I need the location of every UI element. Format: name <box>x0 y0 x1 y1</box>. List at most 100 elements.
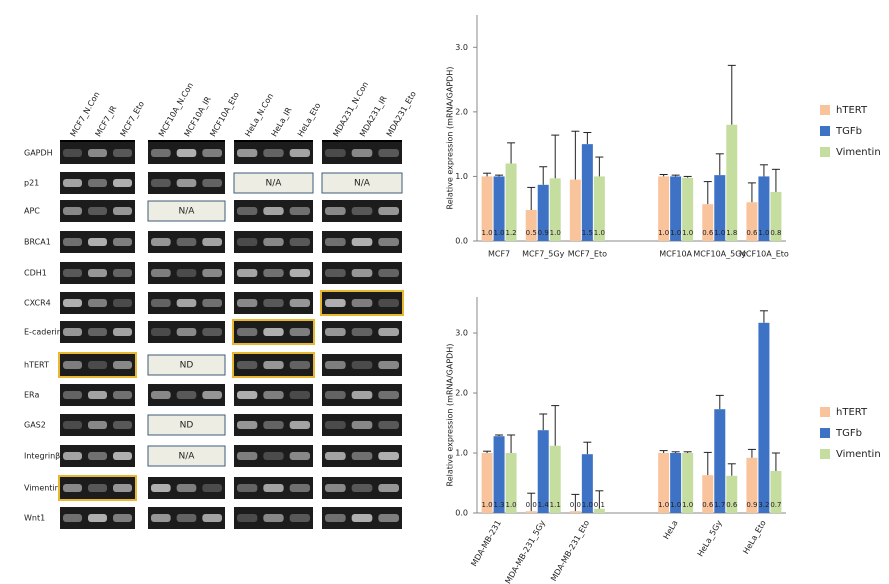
value-label: 0.6 <box>746 229 758 237</box>
value-label: 0.6 <box>702 229 714 237</box>
gel-band <box>176 269 197 277</box>
gel-band <box>151 391 171 399</box>
value-label: 0.0 <box>526 501 537 509</box>
gel-band <box>176 179 197 187</box>
gel-band <box>325 391 346 399</box>
bar <box>581 144 593 241</box>
bar <box>569 179 581 241</box>
gel-band <box>378 207 399 215</box>
bar <box>549 445 561 513</box>
bar <box>670 176 682 241</box>
x-tick-label: MCF7_5Gy <box>522 250 564 259</box>
highlight-box <box>58 475 137 501</box>
gel-band <box>325 207 346 215</box>
gel-band <box>237 238 258 246</box>
gel-band <box>176 484 197 492</box>
gel-band <box>63 421 82 429</box>
gel-band <box>88 269 107 277</box>
gel-image <box>234 142 313 164</box>
bar <box>581 454 593 513</box>
bar <box>758 176 770 241</box>
gel-band <box>151 514 171 522</box>
na-text: N/A <box>266 179 283 189</box>
gel-band <box>289 299 310 307</box>
gel-band <box>237 484 258 492</box>
gel-band <box>151 238 171 246</box>
bar <box>505 163 517 241</box>
gel-band <box>289 391 310 399</box>
gel-band <box>113 207 132 215</box>
gel-band <box>263 207 284 215</box>
value-label: 1.7 <box>714 501 725 509</box>
gel-band <box>88 328 107 336</box>
gene-label: Integrinβ_A1 <box>24 452 75 461</box>
bar <box>726 475 738 513</box>
gel-band <box>113 269 132 277</box>
na-box <box>321 172 403 194</box>
y-tick-label: 2.0 <box>455 107 468 116</box>
bar <box>702 475 714 513</box>
gel-band <box>378 514 399 522</box>
gel-band <box>202 149 222 157</box>
gel-image <box>234 292 313 314</box>
gel-band <box>176 299 197 307</box>
lane-label: MCF7_IR <box>94 104 119 138</box>
gel-band <box>63 207 82 215</box>
bar <box>726 124 738 241</box>
gel-band <box>63 391 82 399</box>
x-tick-label: MCF7_Eto <box>568 250 607 259</box>
y-tick-label: 1.0 <box>455 172 468 181</box>
lane-label: HeLa_Eto <box>296 101 323 138</box>
gel-band <box>88 238 107 246</box>
value-label: 1.0 <box>682 229 693 237</box>
x-tick-label: MCF7 <box>488 250 510 259</box>
gel-band <box>63 299 82 307</box>
y-tick-label: 2.0 <box>455 389 468 398</box>
gel-band <box>289 207 310 215</box>
value-label: 0.0 <box>570 501 581 509</box>
gel-band <box>351 391 373 399</box>
gel-band <box>202 391 222 399</box>
gel-image <box>322 321 402 343</box>
legend-swatch <box>820 126 830 136</box>
y-tick-label: 3.0 <box>455 329 468 338</box>
gel-image <box>148 507 225 529</box>
gel-band <box>325 421 346 429</box>
gel-band <box>88 149 107 157</box>
bar <box>658 176 670 241</box>
gel-image <box>322 354 402 376</box>
value-label: 1.0 <box>594 229 605 237</box>
x-tick-label: MDA-MB-231_5Gy <box>503 519 547 584</box>
gel-image <box>60 477 135 499</box>
y-axis-label: Relative expression (mRNA/GAPDH) <box>446 67 455 210</box>
gel-band <box>88 361 107 369</box>
highlight-box <box>232 352 315 378</box>
na-box <box>147 414 226 436</box>
legend-swatch <box>820 428 830 438</box>
gel-band <box>88 514 107 522</box>
gel-band <box>378 149 399 157</box>
gel-band <box>113 514 132 522</box>
gel-band <box>113 328 132 336</box>
gel-image <box>60 445 135 467</box>
gel-band <box>151 269 171 277</box>
gel-band <box>378 391 399 399</box>
bar <box>746 202 758 241</box>
value-label: 1.0 <box>658 229 669 237</box>
y-tick-label: 0.0 <box>455 237 468 246</box>
gel-band <box>263 361 284 369</box>
gel-band <box>237 391 258 399</box>
highlight-box <box>232 319 315 345</box>
gel-band <box>378 269 399 277</box>
bar <box>746 457 758 513</box>
gel-band <box>63 328 82 336</box>
gel-band <box>289 269 310 277</box>
legend-swatch <box>820 105 830 115</box>
value-label: 1.0 <box>658 501 669 509</box>
gel-band <box>378 421 399 429</box>
value-label: 1.4 <box>538 501 550 509</box>
bar <box>493 436 505 513</box>
value-label: 1.2 <box>506 229 517 237</box>
gel-band <box>63 238 82 246</box>
